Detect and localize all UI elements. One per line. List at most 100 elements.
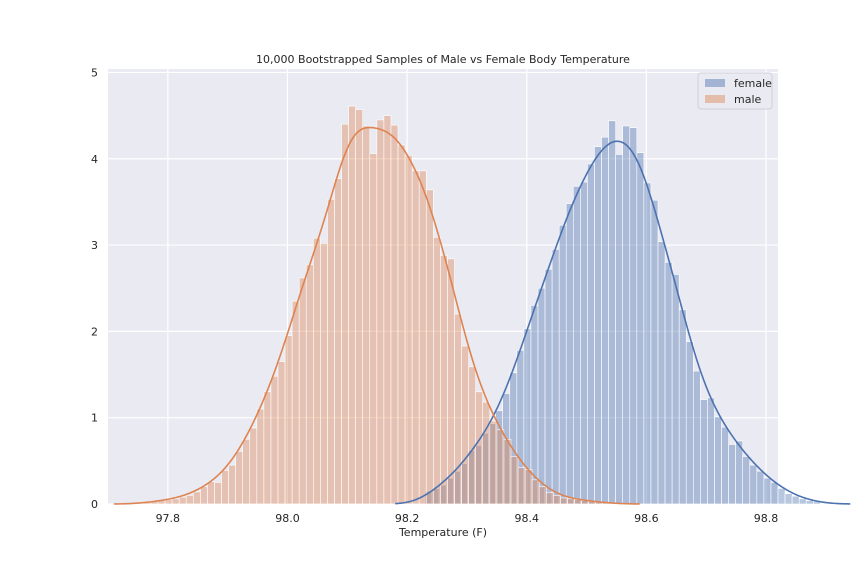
x-tick-label: 98.0 [275,512,300,525]
histogram-bar-male [327,199,335,505]
histogram-bar-male [235,451,244,505]
histogram-bar-male [383,115,392,505]
legend-label-male: male [734,93,762,106]
histogram-bar-female [805,500,814,505]
legend-swatch-male [705,95,725,103]
histogram-bar-female [580,181,588,505]
histogram-bar-male [214,482,222,505]
histogram-bar-male [193,491,201,505]
histogram-bar-male [517,467,526,505]
histogram-bar-male [440,255,448,505]
histogram-bar-male [433,237,441,505]
histogram-bar-male [305,264,314,505]
y-tick-label: 3 [91,239,98,252]
histogram-bar-male [313,237,321,505]
histogram-bar-female [692,370,701,505]
histogram-bar-male [447,258,455,505]
histogram-bar-female [615,154,624,505]
histogram-bar-female [544,268,553,505]
x-tick-label: 98.4 [515,512,540,525]
histogram-bar-female [784,493,793,505]
histogram-bar-female [700,399,708,505]
histogram-bar-female [636,152,645,505]
histogram-bar-male [355,109,364,505]
histogram-bar-female [678,309,687,505]
histogram-bar-female [664,262,673,505]
histogram-bar-female [601,136,609,505]
plot-background [108,69,778,504]
histogram-bar-male [468,366,476,505]
histogram-bar-male [341,123,349,505]
histogram-bar-male [277,361,286,505]
histogram-bar-male [263,391,272,505]
histogram-bar-male [461,345,469,505]
chart-title: 10,000 Bootstrapped Samples of Male vs F… [256,53,630,66]
y-tick-label: 0 [91,498,98,511]
histogram-bar-male [510,456,519,505]
histogram-bar-male [178,496,187,505]
histogram-bar-male [545,492,554,505]
x-tick-label: 97.8 [156,512,181,525]
histogram-bar-female [537,287,546,505]
histogram-bar-male [425,189,434,505]
histogram-bar-female [791,495,800,505]
histogram-bar-male [348,105,356,505]
histogram-bar-male [207,481,215,505]
histogram-bar-male [482,401,491,505]
histogram-bar-female [707,397,715,505]
histogram-bar-male [298,277,307,505]
histogram-bar-female [756,470,765,505]
histogram-bar-male [185,495,194,505]
histogram-bar-female [643,182,652,505]
histogram-bar-female [721,426,729,505]
legend-label-female: female [734,77,772,90]
histogram-bar-female [728,444,736,505]
histogram-bar-male [418,170,427,505]
histogram-bar-male [320,243,328,505]
histogram-bar-male [454,313,462,505]
histogram-bar-male [270,375,279,505]
histogram-bar-male [567,498,575,505]
histogram-bar-female [742,456,751,505]
legend-swatch-female [705,79,725,87]
histogram-bar-male [362,125,371,505]
kde-curve-female [395,140,851,505]
x-tick-label: 98.6 [634,512,659,525]
histogram-bar-female [565,203,574,505]
y-tick-label: 4 [91,153,98,166]
histogram-bar-female [572,186,581,505]
histogram-bar-female [685,341,694,505]
histogram-bar-male [334,178,342,505]
gridlines [108,69,778,505]
legend-box [697,72,773,110]
histogram-bar-female [777,488,786,505]
histogram-bar-male [411,170,420,505]
x-axis-label: Temperature (F) [398,526,487,539]
histogram-bar-male [256,408,265,505]
histogram-bar-female [671,274,680,505]
histogram-bar-male [503,438,512,505]
y-tick-label: 5 [91,66,98,79]
histogram-bar-female [763,477,772,505]
y-tick-labels: 0 1 2 3 4 5 [91,66,98,511]
histogram-bar-female [770,482,779,505]
kde-curves [113,126,851,505]
x-tick-label: 98.8 [754,512,779,525]
histogram-bar-female [587,163,595,505]
histogram-bar-male [284,335,293,505]
histogram-bar-male [489,420,498,505]
histogram-bar-male [553,495,561,505]
histogram-bar-male [291,300,300,505]
histogram-bar-male [221,470,229,505]
histogram-bar-male [249,427,258,505]
histogram-bar-female [714,416,722,505]
histogram-bar-male [524,469,533,505]
histogram-bar-male [171,498,180,505]
y-tick-label: 2 [91,325,98,338]
histogram-bar-female [650,199,659,505]
histogram-bar-male [369,153,378,505]
histogram-bar-male [376,119,385,505]
histogram-bar-female [735,440,744,505]
histogram-bar-male [560,497,568,505]
histogram-bar-female [558,224,567,505]
